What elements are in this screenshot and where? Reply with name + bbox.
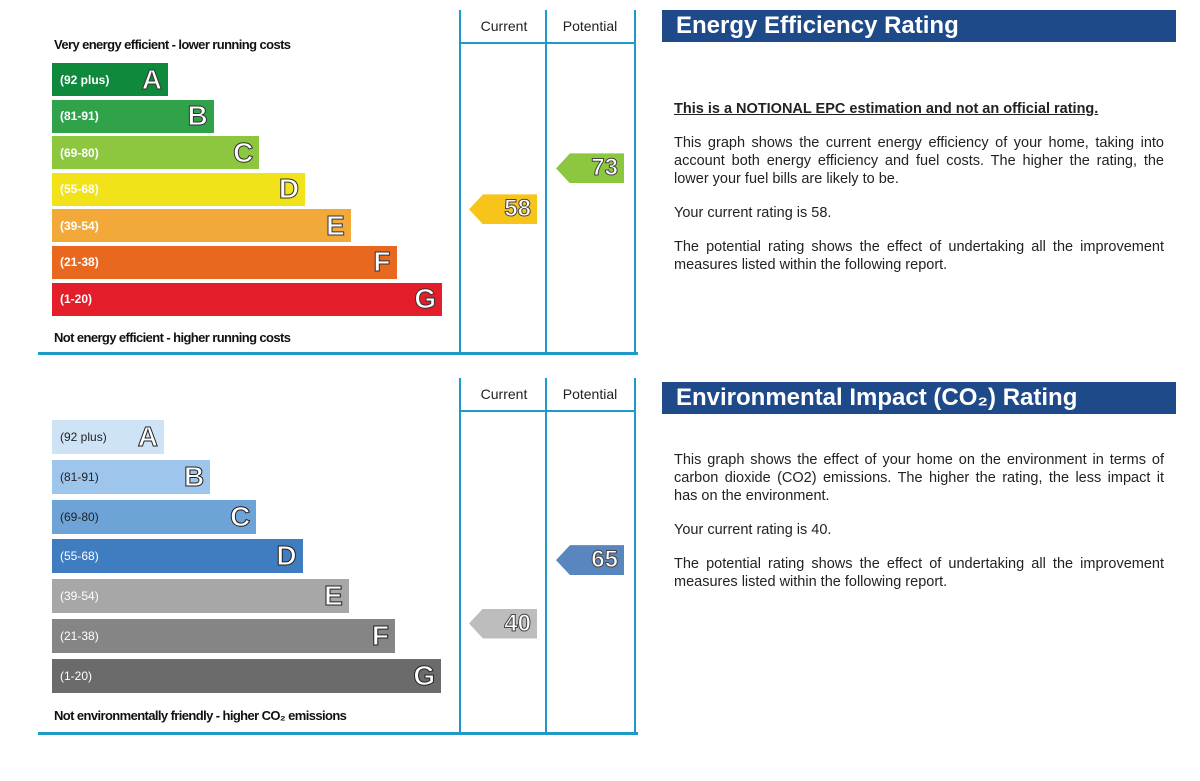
potential-rating-arrow: 65	[556, 545, 624, 576]
rating-value: 65	[591, 546, 619, 574]
chart-divider	[459, 10, 461, 353]
rating-band-c: (69-80) C	[52, 136, 260, 170]
band-range-label: (55-68)	[60, 549, 99, 564]
rating-band-d: (55-68) D	[52, 539, 303, 574]
environment-description: This graph shows the effect of your home…	[662, 451, 1176, 591]
environment-title: Environmental Impact (CO₂) Rating	[662, 382, 1176, 414]
environmental-impact-section: Current Potential (92 plus) A (81-91) B (69-…	[0, 370, 1200, 781]
chart-divider	[634, 10, 636, 353]
rating-band-c: (69-80) C	[52, 499, 257, 534]
environment-info-panel: Environmental Impact (CO₂) Rating This g…	[662, 382, 1176, 607]
current-rating-arrow: 58	[469, 194, 537, 225]
band-letter: D	[278, 173, 300, 205]
rating-bands: (92 plus) A (81-91) B (69-80) C (55-68) D (39-54…	[52, 63, 443, 319]
band-letter: A	[137, 421, 158, 453]
current-column-header: Current	[480, 386, 528, 402]
band-range-label: (55-68)	[60, 182, 99, 197]
rating-band-f: (21-38) F	[52, 245, 397, 279]
rating-band-a: (92 plus) A	[52, 420, 164, 454]
energy-efficiency-section: Current Potential Very energy efficient …	[0, 0, 1200, 370]
chart-divider	[545, 378, 547, 733]
energy-current-rating-text: Your current rating is 58.	[674, 205, 832, 221]
chart-divider	[545, 10, 547, 353]
band-letter: E	[324, 580, 344, 612]
rating-band-b: (81-91) B	[52, 99, 214, 133]
band-letter: A	[141, 63, 162, 95]
band-letter: C	[233, 136, 254, 168]
band-range-label: (81-91)	[60, 109, 99, 124]
bottom-label: Not environmentally friendly - higher CO…	[54, 708, 347, 723]
chart-baseline	[38, 352, 638, 355]
rating-value: 73	[591, 154, 619, 182]
environment-potential-text: The potential rating shows the effect of…	[674, 556, 1164, 590]
band-range-label: (92 plus)	[60, 72, 110, 87]
energy-info-panel: Energy Efficiency Rating This is a NOTIO…	[662, 10, 1176, 290]
rating-band-d: (55-68) D	[52, 172, 306, 206]
rating-band-e: (39-54) E	[52, 209, 351, 243]
potential-column-header: Potential	[562, 18, 618, 34]
environment-paragraph: This graph shows the effect of your home…	[674, 452, 1164, 504]
rating-bands: (92 plus) A (81-91) B (69-80) C (55-68) D (39-54…	[52, 420, 442, 699]
chart-divider	[634, 378, 636, 733]
energy-paragraph: This graph shows the current energy effi…	[674, 135, 1164, 187]
energy-rating-chart: Current Potential Very energy efficient …	[38, 10, 638, 355]
rating-band-g: (1-20) G	[52, 282, 443, 316]
environment-current-rating-text: Your current rating is 40.	[674, 522, 832, 538]
band-range-label: (69-80)	[60, 145, 99, 160]
current-rating-arrow: 40	[469, 608, 537, 639]
notional-disclaimer: This is a NOTIONAL EPC estimation and no…	[674, 101, 1099, 117]
chart-divider	[459, 378, 461, 733]
band-letter: B	[183, 460, 205, 492]
band-letter: C	[230, 500, 251, 532]
rating-band-f: (21-38) F	[52, 618, 395, 653]
band-letter: E	[326, 209, 346, 241]
potential-column-header: Potential	[562, 386, 618, 402]
current-column-header: Current	[480, 18, 528, 34]
rating-band-e: (39-54) E	[52, 579, 349, 614]
band-range-label: (92 plus)	[60, 430, 107, 444]
band-letter: F	[371, 619, 389, 651]
band-range-label: (1-20)	[60, 668, 93, 683]
band-letter: G	[413, 659, 436, 691]
band-letter: G	[414, 283, 437, 315]
band-range-label: (39-54)	[60, 589, 99, 604]
potential-rating-arrow: 73	[556, 153, 624, 184]
band-letter: B	[187, 100, 208, 132]
energy-potential-text: The potential rating shows the effect of…	[674, 239, 1164, 273]
band-letter: F	[373, 246, 391, 278]
band-range-label: (81-91)	[60, 469, 99, 484]
energy-title: Energy Efficiency Rating	[662, 10, 1176, 42]
rating-value: 58	[504, 195, 532, 223]
band-range-label: (21-38)	[60, 255, 99, 270]
band-range-label: (69-80)	[60, 509, 99, 524]
header-divider	[459, 410, 636, 412]
rating-band-a: (92 plus) A	[52, 63, 168, 96]
energy-description: This is a NOTIONAL EPC estimation and no…	[662, 100, 1176, 274]
band-range-label: (39-54)	[60, 218, 99, 233]
header-divider	[459, 42, 636, 44]
chart-baseline	[38, 732, 638, 735]
band-range-label: (21-38)	[60, 628, 99, 643]
rating-band-b: (81-91) B	[52, 459, 211, 494]
environment-rating-chart: Current Potential (92 plus) A (81-91) B (69-…	[38, 378, 638, 735]
rating-value: 40	[504, 609, 532, 637]
top-label: Very energy efficient - lower running co…	[54, 37, 291, 52]
band-letter: D	[276, 540, 297, 572]
rating-band-g: (1-20) G	[52, 658, 442, 693]
band-range-label: (1-20)	[60, 292, 93, 307]
bottom-label: Not energy efficient - higher running co…	[54, 330, 291, 345]
